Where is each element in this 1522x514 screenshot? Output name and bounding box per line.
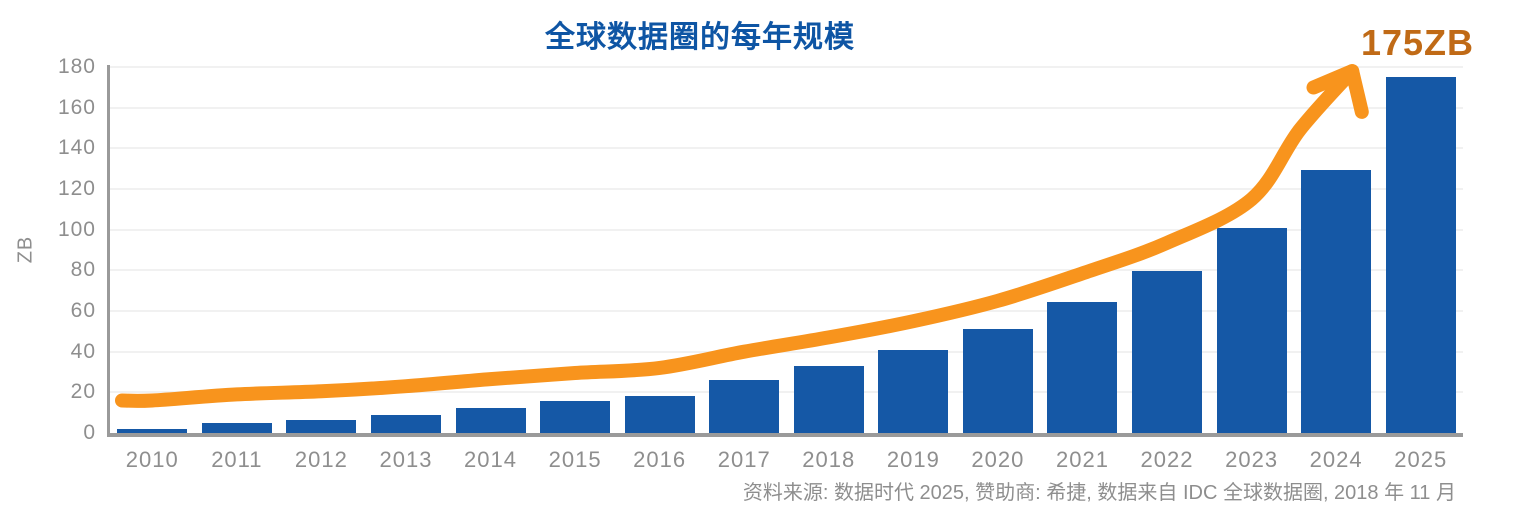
x-tick-2010: 2010 [125,447,179,472]
y-tick-120: 120 [57,177,96,200]
gridline-120 [110,188,1463,190]
peak-value-label: 175ZB [1360,22,1474,63]
x-tick-2014: 2014 [464,447,517,472]
plot-area [110,64,1463,433]
bar-2011 [201,422,272,433]
bar-2020 [962,329,1033,433]
y-tick-60: 60 [70,299,96,322]
x-tick-2019: 2019 [886,447,940,472]
bar-2010 [117,428,188,433]
x-tick-2011: 2011 [211,447,263,472]
bar-2024 [1301,169,1372,433]
y-tick-160: 160 [57,95,96,119]
y-tick-180: 180 [57,55,96,78]
gridline-160 [110,106,1463,109]
bar-2022 [1132,271,1203,433]
y-tick-100: 100 [57,217,96,241]
gridline-180 [110,66,1463,68]
y-tick-140: 140 [57,136,96,160]
bar-2023 [1216,227,1287,433]
x-tick-2020: 2020 [971,447,1025,472]
x-tick-2024: 2024 [1309,447,1363,472]
bar-2015 [540,401,611,433]
x-tick-2015: 2015 [548,447,602,472]
chart-title: 全球数据圈的每年规模 [545,21,855,54]
bar-2014 [455,407,526,433]
x-tick-2018: 2018 [802,447,856,472]
x-axis-line [107,433,1463,437]
x-tick-2022: 2022 [1140,447,1194,472]
x-tick-2021: 2021 [1055,447,1109,472]
y-tick-40: 40 [70,339,96,363]
bar-2016 [624,396,695,433]
bar-2025 [1385,77,1456,433]
y-axis-line [107,65,110,435]
x-tick-2016: 2016 [633,447,687,472]
bar-2021 [1047,301,1118,433]
x-tick-2025: 2025 [1394,447,1448,472]
gridline-140 [110,147,1463,150]
y-tick-0: 0 [83,421,96,444]
y-tick-80: 80 [70,258,96,282]
bar-2019 [878,349,949,433]
y-tick-20: 20 [70,380,96,404]
x-tick-2012: 2012 [294,447,348,472]
bar-2018 [793,365,864,433]
x-tick-2017: 2017 [717,447,771,472]
bar-2012 [286,419,357,433]
x-tick-2013: 2013 [379,447,433,472]
bar-2013 [370,414,441,433]
bar-2017 [709,380,780,433]
x-tick-2023: 2023 [1225,447,1279,472]
source-note: 资料来源: 数据时代 2025, 赞助商: 希捷, 数据来自 IDC 全球数据圈… [742,482,1456,504]
